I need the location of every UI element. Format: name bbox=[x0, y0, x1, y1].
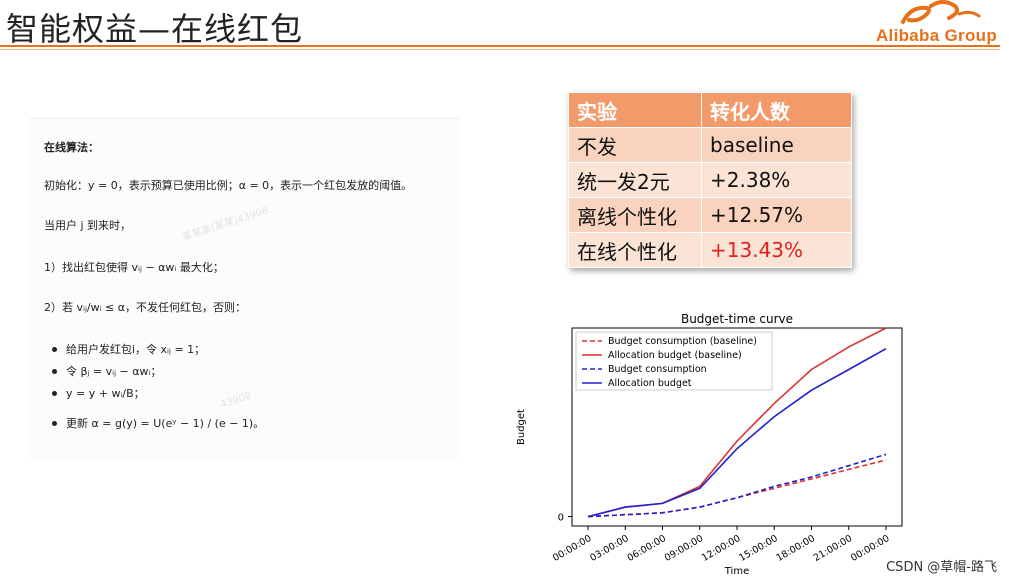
budget-time-chart: Budget-time curve 00:00:00 03:00:00 06:00:0… bbox=[512, 308, 912, 580]
table-row: 离线个性化 +12.57% bbox=[568, 197, 852, 233]
bullet-dot bbox=[52, 369, 57, 374]
table-cell-value: baseline bbox=[701, 127, 852, 163]
table-cell-name: 不发 bbox=[568, 127, 702, 163]
legend-label: Budget consumption bbox=[608, 364, 707, 375]
csdn-watermark: CSDN @草帽-路飞 bbox=[886, 556, 997, 575]
watermark-text: 某某某(某某)43908 bbox=[181, 205, 270, 244]
x-tick-label: 12:00:00 bbox=[700, 533, 742, 564]
table-row: 统一发2元 +2.38% bbox=[568, 162, 852, 198]
series-line-2 bbox=[587, 453, 887, 518]
algorithm-bullet-4: 更新 α = g(y) = U(eʸ − 1) / (e − 1)。 bbox=[66, 417, 265, 430]
x-axis-label: Time bbox=[724, 566, 749, 577]
results-table: 实验 转化人数 不发 baseline 统一发2元 +2.38% 离线个性化 +… bbox=[568, 92, 852, 268]
table-cell-value: +12.57% bbox=[701, 197, 852, 233]
algorithm-when-user: 当用户 j 到来时， bbox=[44, 219, 132, 232]
header-rule-thin bbox=[0, 49, 1000, 50]
bullet-dot bbox=[52, 347, 57, 352]
table-row: 不发 baseline bbox=[568, 127, 852, 163]
x-tick-label: 00:00:00 bbox=[551, 533, 593, 564]
table-cell-value: +2.38% bbox=[701, 162, 852, 198]
chart-title: Budget-time curve bbox=[681, 312, 793, 326]
alibaba-swoosh-icon bbox=[901, 0, 981, 24]
algorithm-heading: 在线算法： bbox=[44, 141, 99, 154]
series-line-3 bbox=[587, 348, 887, 518]
watermark-text: 43908 bbox=[219, 390, 253, 411]
bullet-dot bbox=[52, 421, 57, 426]
table-row: 在线个性化 +13.43% bbox=[568, 232, 852, 268]
y-tick-label: 0 bbox=[558, 513, 564, 524]
algorithm-init: 初始化：y = 0，表示预算已使用比例；α = 0，表示一个红包发放的阈值。 bbox=[44, 179, 413, 192]
algorithm-bullet-2: 令 βⱼ = vᵢⱼ − αwᵢ； bbox=[66, 365, 162, 378]
x-tick-label: 18:00:00 bbox=[775, 533, 817, 564]
legend-box bbox=[575, 331, 773, 391]
alibaba-logo bbox=[839, 0, 999, 44]
legend-label: Budget consumption (baseline) bbox=[608, 336, 757, 347]
x-tick-label: 06:00:00 bbox=[626, 533, 668, 564]
table-header-experiment: 实验 bbox=[568, 92, 702, 128]
table-cell-name: 离线个性化 bbox=[568, 197, 702, 233]
page-title: 智能权益—在线红包 bbox=[6, 10, 304, 48]
table-cell-name: 统一发2元 bbox=[568, 162, 702, 198]
x-tick-label: 03:00:00 bbox=[588, 533, 630, 564]
x-tick-label: 09:00:00 bbox=[663, 533, 705, 564]
legend-label: Allocation budget bbox=[608, 378, 692, 389]
table-header-conversions: 转化人数 bbox=[701, 92, 852, 128]
table-cell-name: 在线个性化 bbox=[568, 232, 702, 268]
table-cell-value-highlight: +13.43% bbox=[701, 232, 852, 268]
x-tick-label: 21:00:00 bbox=[812, 533, 854, 564]
algorithm-step1: 1）找出红包使得 vᵢⱼ − αwᵢ 最大化； bbox=[44, 261, 224, 274]
x-tick-label: 15:00:00 bbox=[737, 533, 779, 564]
algorithm-panel: 在线算法： 初始化：y = 0，表示预算已使用比例；α = 0，表示一个红包发放… bbox=[30, 118, 460, 459]
alibaba-logo-text: Alibaba Group bbox=[875, 26, 997, 45]
algorithm-bullet-1: 给用户发红包i，令 xᵢⱼ = 1； bbox=[66, 343, 206, 356]
y-axis-label: Budget bbox=[516, 409, 527, 445]
chart-svg: Budget-time curve 00:00:0003:00:0006:00:0… bbox=[516, 312, 903, 577]
bullet-dot bbox=[52, 391, 57, 396]
table-header-row: 实验 转化人数 bbox=[568, 92, 852, 128]
algorithm-step2: 2）若 vᵢⱼ/wᵢ ≤ α，不发任何红包，否则： bbox=[44, 301, 247, 314]
header-rule bbox=[0, 45, 1000, 47]
legend-label: Allocation budget (baseline) bbox=[608, 350, 742, 361]
algorithm-bullet-3: y = y + wᵢ/B； bbox=[66, 387, 145, 400]
